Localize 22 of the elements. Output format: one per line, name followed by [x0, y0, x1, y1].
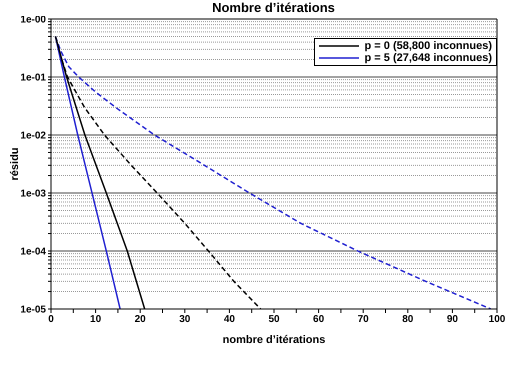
x-tick-label: 50	[268, 314, 280, 326]
x-tick-label: 0	[48, 314, 54, 326]
y-tick-label: 1e-05	[20, 304, 46, 316]
y-tick-label: 1e-00	[20, 14, 46, 26]
x-tick-label: 10	[90, 314, 102, 326]
x-tick-label: 40	[224, 314, 236, 326]
x-tick-label: 70	[358, 314, 370, 326]
x-tick-label: 80	[402, 314, 414, 326]
x-axis-title: nombre d’itérations	[222, 334, 326, 346]
y-tick-label: 1e-03	[20, 188, 46, 200]
x-tick-label: 20	[134, 314, 146, 326]
x-tick-label: 60	[313, 314, 325, 326]
x-tick-label: 100	[488, 314, 506, 326]
legend-label: p = 0 (58,800 inconnues)	[364, 40, 492, 52]
legend-label: p = 5 (27,648 inconnues)	[364, 52, 492, 64]
y-tick-label: 1e-01	[20, 72, 46, 84]
chart-title: Nombre d’itérations	[211, 0, 336, 16]
y-axis-title: résidu	[8, 147, 21, 181]
x-tick-label: 30	[179, 314, 191, 326]
x-tick-label: 90	[446, 314, 458, 326]
y-tick-label: 1e-04	[20, 246, 46, 258]
y-tick-label: 1e-02	[20, 130, 46, 142]
